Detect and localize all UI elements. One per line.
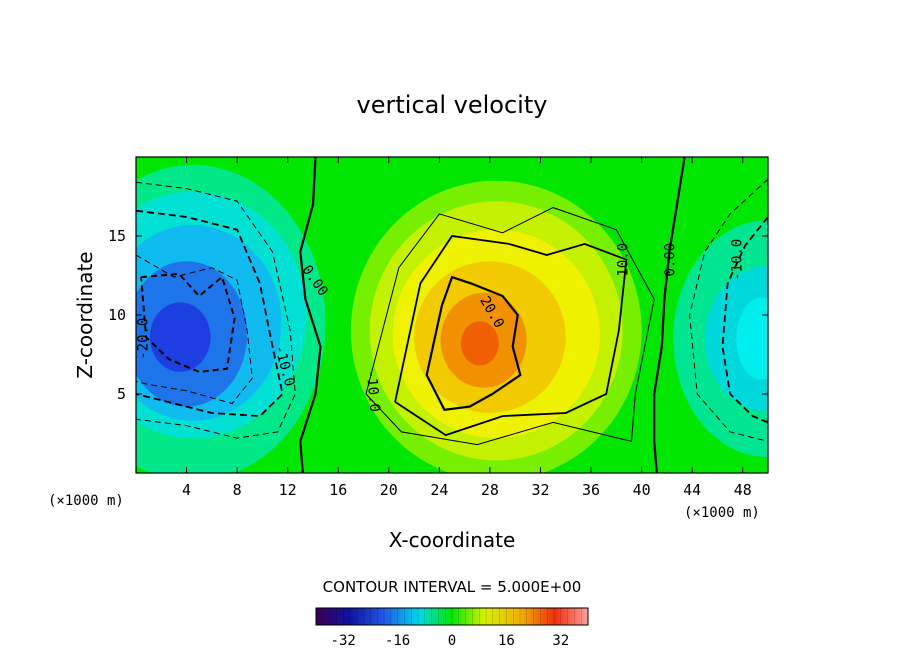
x-unit-label-right: (×1000 m) [684, 505, 760, 521]
chart-title: vertical velocity [357, 91, 548, 119]
velocity-field [136, 164, 768, 473]
contour-label: -10.0 [729, 239, 745, 281]
contour-pos5 [365, 207, 655, 446]
x-tick-label: 36 [582, 481, 600, 499]
colorbar-stripes [315, 608, 589, 625]
colorbar: -32 -16 0 16 32 [315, 607, 589, 649]
contour-lines [136, 157, 768, 473]
x-tick-label: 28 [481, 481, 499, 499]
contour-label: 0.00 [662, 243, 678, 277]
contour-zero-west [299, 157, 322, 473]
colorbar-ticks: -32 -16 0 16 32 [331, 633, 570, 649]
y-axis-ticks: 5 10 15 [108, 227, 768, 403]
contour-neg5-east [689, 178, 768, 442]
x-axis-label: X-coordinate [389, 528, 516, 552]
contour-pos10 [394, 235, 628, 437]
contour-label: 10.0 [616, 243, 632, 277]
colorbar-tick-label: -32 [331, 633, 356, 649]
contour-neg10-west [136, 209, 284, 418]
contour-neg10-east [721, 216, 768, 424]
y-tick-label: 5 [117, 385, 126, 403]
colorbar-tick-label: 32 [552, 633, 569, 649]
x-tick-label: 40 [633, 481, 651, 499]
colorbar-tick-label: 0 [448, 633, 456, 649]
x-tick-label: 44 [683, 481, 701, 499]
contour-neg20-west [140, 272, 236, 373]
contour-interval-label: CONTOUR INTERVAL = 5.000E+00 [323, 578, 582, 596]
contour-label: -20.0 [135, 318, 151, 360]
x-unit-label-left: (×1000 m) [48, 493, 124, 509]
contour-pos20 [425, 275, 522, 411]
y-tick-label: 15 [108, 227, 126, 245]
field-west-downdraft-core [149, 302, 211, 372]
contour-zero-east [653, 157, 686, 473]
field-east-downdraft-core [736, 297, 768, 380]
colorbar-fill [316, 608, 588, 625]
colorbar-tick-label: 16 [498, 633, 515, 649]
colorbar-tick-label: -16 [385, 633, 410, 649]
y-axis-label: Z-coordinate [73, 251, 97, 378]
x-tick-label: 12 [279, 481, 297, 499]
field-updraft-peak [460, 321, 499, 366]
x-axis-ticks: 4 8 12 16 20 24 28 32 36 40 44 48 [182, 157, 752, 499]
contour-label: -10.0 [363, 369, 383, 412]
x-tick-label: 16 [329, 481, 347, 499]
x-tick-label: 20 [380, 481, 398, 499]
x-tick-label: 4 [182, 481, 191, 499]
x-tick-label: 48 [734, 481, 752, 499]
x-tick-label: 8 [233, 481, 242, 499]
plot-area: -20.0-10.00.00-10.020.010.0 0.00 -10.0 [135, 157, 768, 473]
y-tick-label: 10 [108, 306, 126, 324]
x-tick-label: 32 [531, 481, 549, 499]
x-tick-label: 24 [430, 481, 448, 499]
contour-neg15-west [136, 254, 253, 405]
colorbar-frame [315, 607, 589, 626]
